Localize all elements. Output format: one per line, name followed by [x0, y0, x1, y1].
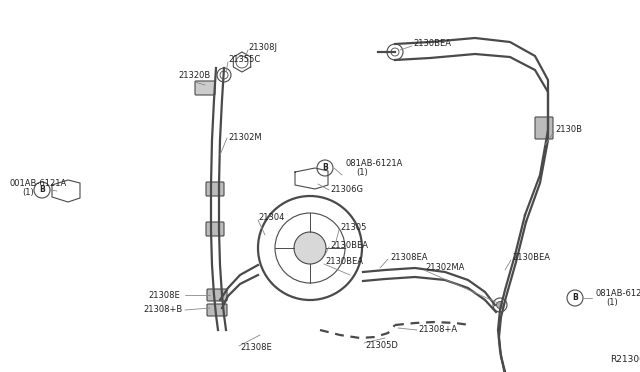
- Text: 21308E: 21308E: [148, 291, 180, 299]
- Text: 2130BEA: 2130BEA: [325, 257, 363, 266]
- Text: B: B: [572, 294, 578, 302]
- Text: 2130BEA: 2130BEA: [330, 241, 368, 250]
- Text: 2130B: 2130B: [555, 125, 582, 135]
- Text: 001AB-6121A: 001AB-6121A: [10, 179, 67, 187]
- Circle shape: [294, 232, 326, 264]
- Text: 2130BEA: 2130BEA: [413, 39, 451, 48]
- Text: 21305D: 21305D: [365, 340, 398, 350]
- Circle shape: [497, 301, 504, 308]
- Text: (1): (1): [22, 189, 34, 198]
- Text: 21306G: 21306G: [330, 186, 363, 195]
- Text: 21302MA: 21302MA: [425, 263, 465, 273]
- FancyBboxPatch shape: [206, 182, 224, 196]
- FancyBboxPatch shape: [207, 289, 227, 301]
- FancyBboxPatch shape: [195, 81, 215, 95]
- Text: (1): (1): [356, 169, 368, 177]
- Text: 21308J: 21308J: [248, 44, 277, 52]
- Text: 21308EA: 21308EA: [390, 253, 428, 262]
- Text: 21308+B: 21308+B: [143, 305, 182, 314]
- Text: 21304: 21304: [258, 214, 284, 222]
- Text: 21308+A: 21308+A: [418, 326, 457, 334]
- Text: 081AB-6121A: 081AB-6121A: [595, 289, 640, 298]
- Text: 081AB-6121A: 081AB-6121A: [345, 158, 403, 167]
- FancyBboxPatch shape: [206, 222, 224, 236]
- Text: 21308E: 21308E: [240, 343, 272, 353]
- FancyBboxPatch shape: [535, 117, 553, 139]
- Text: (1): (1): [606, 298, 618, 308]
- Text: 21355C: 21355C: [228, 55, 260, 64]
- Text: B: B: [39, 186, 45, 195]
- Text: 21302M: 21302M: [228, 134, 262, 142]
- FancyBboxPatch shape: [207, 304, 227, 316]
- Text: 21320B: 21320B: [178, 71, 211, 80]
- Text: 21305: 21305: [340, 224, 366, 232]
- Text: R2130031: R2130031: [610, 356, 640, 365]
- Text: B: B: [322, 164, 328, 173]
- Text: 2130BEA: 2130BEA: [512, 253, 550, 263]
